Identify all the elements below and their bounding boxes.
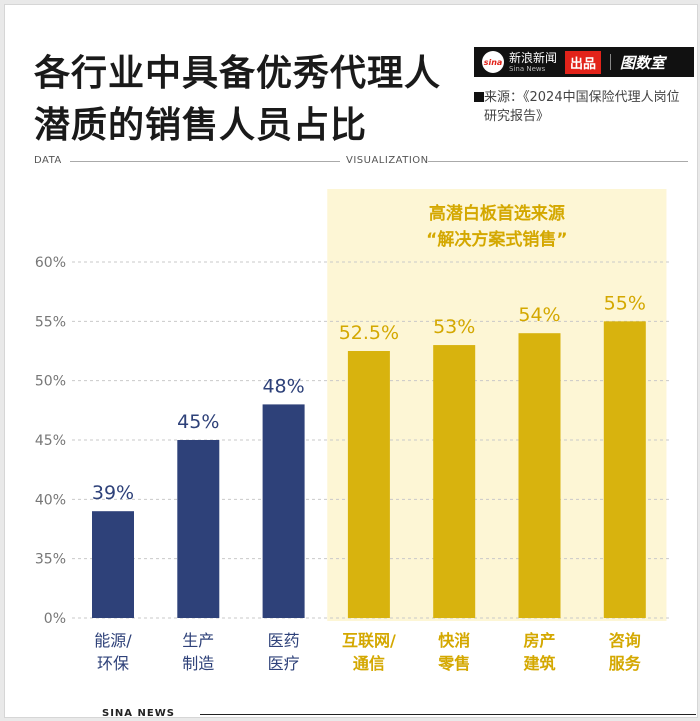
bar-value-label: 48% bbox=[262, 375, 304, 397]
bar bbox=[262, 404, 305, 618]
bar bbox=[433, 345, 476, 618]
x-category-label: 环保 bbox=[97, 654, 129, 673]
bar-value-label: 45% bbox=[177, 411, 219, 433]
y-tick-label: 50% bbox=[35, 374, 66, 390]
y-tick-label: 40% bbox=[35, 492, 66, 508]
x-category-label: 通信 bbox=[353, 654, 385, 673]
bar bbox=[347, 351, 390, 618]
bar-value-label: 52.5% bbox=[339, 322, 399, 344]
x-category-label: 医疗 bbox=[268, 654, 300, 673]
source-square-icon bbox=[474, 92, 484, 102]
brand-name-en: Sina News bbox=[509, 64, 546, 73]
x-category-label: 生产 bbox=[182, 631, 214, 650]
y-tick-label: 0% bbox=[44, 611, 66, 627]
x-category-label: 房产 bbox=[523, 631, 555, 650]
brand-name-cn: 新浪新闻 bbox=[509, 50, 558, 65]
bar bbox=[518, 333, 561, 618]
y-tick-label: 55% bbox=[35, 314, 66, 330]
brand-bar: sina 新浪新闻 Sina News 出品 图数室 bbox=[474, 47, 694, 77]
section-divider-right bbox=[428, 161, 688, 162]
bar-value-label: 54% bbox=[518, 304, 560, 326]
bar-value-label: 53% bbox=[433, 316, 475, 338]
highlight-annotation-line: 高潜白板首选来源 bbox=[429, 203, 565, 224]
bar bbox=[603, 321, 646, 618]
brand-name: 新浪新闻 Sina News bbox=[509, 50, 558, 73]
section-label-visualization: VISUALIZATION bbox=[346, 155, 429, 166]
footer-label: SINA NEWS bbox=[102, 708, 175, 719]
x-category-label: 零售 bbox=[437, 654, 470, 673]
sina-logo-icon: sina bbox=[482, 51, 504, 73]
bar-value-label: 55% bbox=[604, 292, 646, 314]
x-category-label: 服务 bbox=[609, 654, 642, 673]
chart-title: 各行业中具备优秀代理人潜质的销售人员占比 bbox=[34, 53, 442, 146]
section-label-data: DATA bbox=[34, 155, 62, 166]
y-tick-label: 45% bbox=[35, 433, 66, 449]
x-category-label: 快消 bbox=[438, 631, 470, 650]
x-category-label: 医药 bbox=[268, 631, 300, 650]
brand-divider bbox=[610, 54, 612, 70]
bar-value-label: 39% bbox=[92, 482, 134, 504]
highlight-annotation-line: “解决方案式销售” bbox=[426, 229, 567, 250]
y-tick-label: 60% bbox=[35, 255, 66, 271]
bar bbox=[177, 440, 220, 618]
x-category-label: 建筑 bbox=[523, 654, 555, 673]
brand-secondary-logo: 图数室 bbox=[620, 53, 666, 72]
y-tick-label: 35% bbox=[35, 552, 66, 568]
x-category-label: 制造 bbox=[182, 654, 214, 673]
footer-divider bbox=[200, 714, 696, 715]
x-category-label: 互联网/ bbox=[342, 631, 396, 650]
brand-badge: 出品 bbox=[565, 50, 602, 74]
x-category-label: 能源/ bbox=[94, 631, 132, 650]
section-divider-left bbox=[70, 161, 340, 162]
source-note: 来源：《2024中国保险代理人岗位研究报告》 bbox=[484, 90, 680, 124]
bar bbox=[92, 511, 134, 618]
x-category-label: 咨询 bbox=[609, 631, 641, 650]
